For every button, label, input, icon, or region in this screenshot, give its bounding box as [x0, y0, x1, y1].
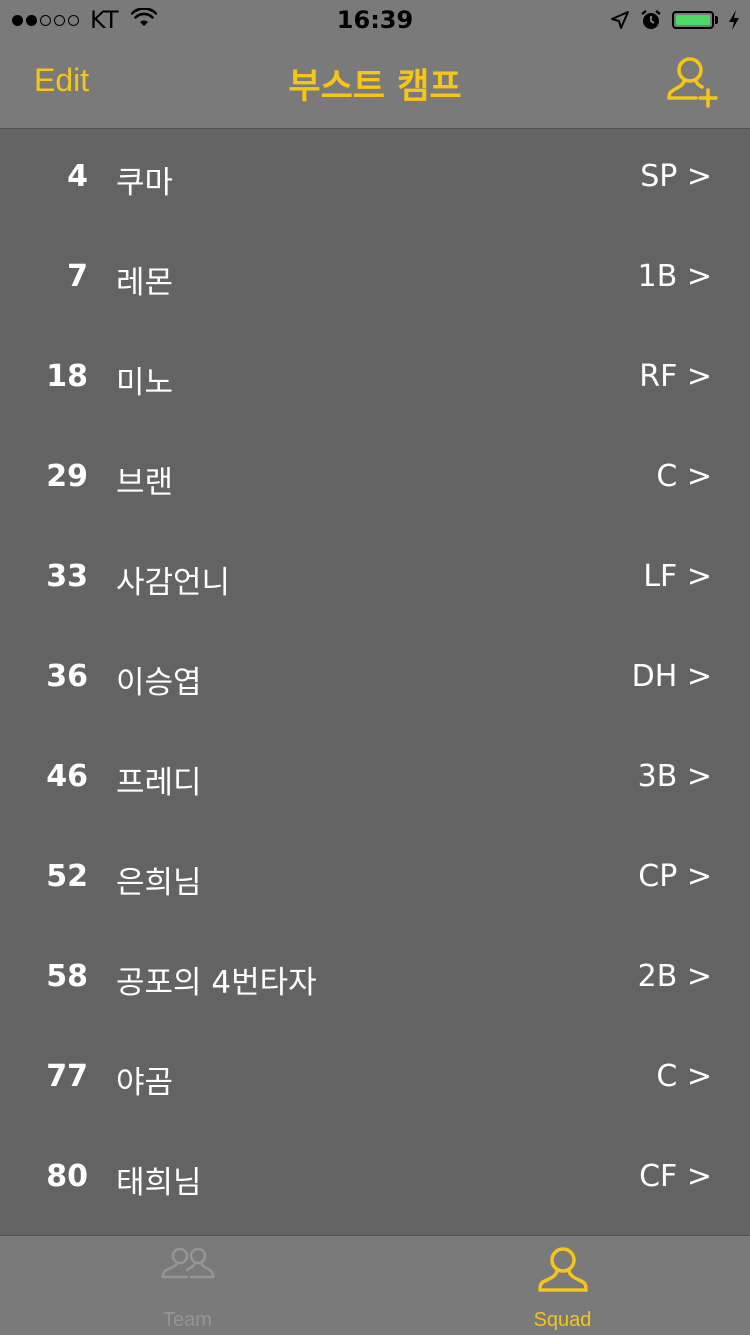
battery-icon — [672, 11, 718, 29]
player-name: 태희님 — [116, 1165, 202, 1201]
navigation-bar: Edit 부스트 캠프 — [0, 40, 750, 129]
player-position: C > — [656, 459, 712, 494]
player-position: SP > — [640, 159, 712, 194]
player-position: DH > — [631, 659, 712, 694]
player-number: 46 — [46, 759, 88, 794]
player-row[interactable]: 33 사감언니 LF > — [0, 529, 750, 629]
status-right — [600, 8, 740, 32]
player-list: 4 쿠마 SP >7 레몬 1B >18 미노 RF >29 브랜 C >33 사감언니 LF >3… — [0, 129, 750, 1229]
player-row[interactable]: 46 프레디 3B > — [0, 729, 750, 829]
player-number: 36 — [46, 659, 88, 694]
player-number: 58 — [46, 959, 88, 994]
signal-strength-icon — [12, 14, 82, 26]
player-name: 미노 — [116, 365, 174, 401]
player-name: 사감언니 — [116, 565, 231, 601]
player-name: 이승엽 — [116, 665, 202, 701]
tab-squad[interactable]: Squad — [375, 1236, 750, 1335]
carrier-name: KT — [90, 6, 119, 34]
player-position: C > — [656, 1059, 712, 1094]
add-user-icon — [667, 57, 718, 108]
player-name: 쿠마 — [116, 165, 174, 201]
player-number: 7 — [67, 259, 88, 294]
player-row[interactable]: 7 레몬 1B > — [0, 229, 750, 329]
player-name: 은희님 — [116, 865, 202, 901]
player-position: 3B > — [637, 759, 712, 794]
tab-squad-label: Squad — [533, 1309, 592, 1331]
player-row[interactable]: 36 이승엽 DH > — [0, 629, 750, 729]
player-name: 레몬 — [116, 265, 174, 301]
player-row[interactable]: 18 미노 RF > — [0, 329, 750, 429]
edit-button[interactable]: Edit — [34, 62, 90, 98]
player-row[interactable]: 77 야곰 C > — [0, 1029, 750, 1129]
player-number: 33 — [46, 559, 88, 594]
tab-team[interactable]: Team — [0, 1236, 375, 1335]
tab-team-label: Team — [163, 1309, 212, 1331]
page-title: 부스트 캠프 — [288, 67, 462, 107]
player-row[interactable]: 80 태희님 CF > — [0, 1129, 750, 1229]
player-position: 1B > — [637, 259, 712, 294]
wifi-icon — [130, 6, 157, 34]
charging-bolt-icon — [728, 9, 740, 31]
player-row[interactable]: 4 쿠마 SP > — [0, 129, 750, 229]
person-icon — [536, 1246, 590, 1308]
player-name: 프레디 — [116, 765, 202, 801]
alarm-clock-icon — [640, 9, 662, 31]
player-number: 4 — [67, 159, 88, 194]
player-row[interactable]: 52 은희님 CP > — [0, 829, 750, 929]
player-name: 야곰 — [116, 1065, 174, 1101]
add-user-button[interactable] — [666, 54, 720, 110]
player-position: 2B > — [637, 959, 712, 994]
player-number: 52 — [46, 859, 88, 894]
player-number: 77 — [46, 1059, 88, 1094]
team-icon — [161, 1246, 215, 1290]
player-position: LF > — [643, 559, 712, 594]
status-time: 16:39 — [336, 6, 414, 34]
player-row[interactable]: 58 공포의 4번타자 2B > — [0, 929, 750, 1029]
player-position: CF > — [639, 1159, 712, 1194]
status-left: KT — [12, 6, 157, 34]
location-arrow-icon — [610, 10, 630, 30]
player-number: 29 — [46, 459, 88, 494]
player-number: 80 — [46, 1159, 88, 1194]
player-number: 18 — [46, 359, 88, 394]
player-row[interactable]: 29 브랜 C > — [0, 429, 750, 529]
tab-bar: Team Squad — [0, 1235, 750, 1335]
status-bar: KT 16:39 — [0, 0, 750, 40]
player-name: 브랜 — [116, 465, 174, 501]
player-position: CP > — [638, 859, 712, 894]
player-position: RF > — [639, 359, 712, 394]
player-name: 공포의 4번타자 — [116, 965, 317, 1001]
